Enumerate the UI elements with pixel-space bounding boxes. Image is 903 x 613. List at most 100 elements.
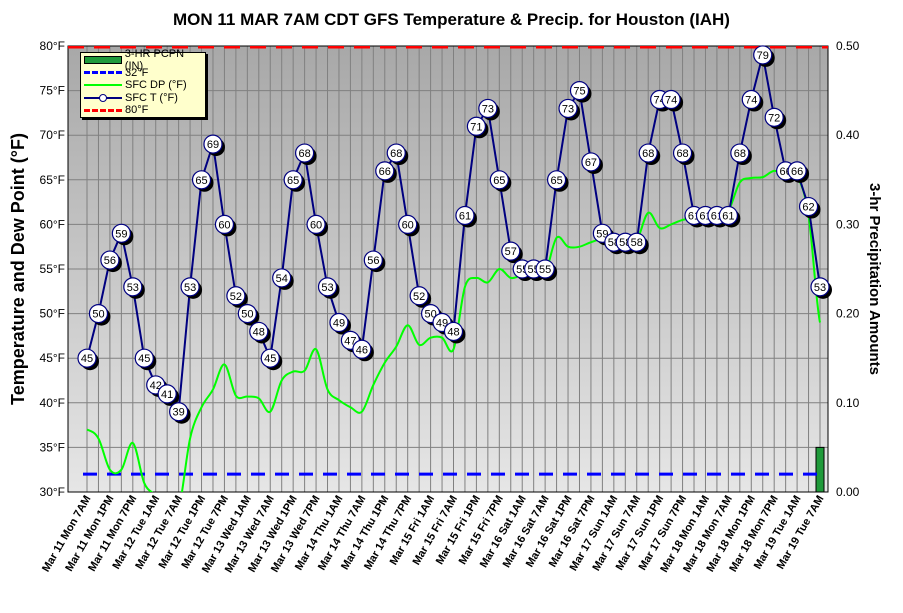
temperature-marker [627,232,647,252]
y-tick-label: 35°F [40,440,65,454]
temperature-marker [237,304,257,324]
temperature-label: 68 [642,148,654,160]
temperature-label: 74 [665,95,677,107]
temperature-label: 73 [562,103,574,115]
legend-item-dewpoint: SFC DP (°F) [81,79,205,92]
temperature-label: 67 [585,157,597,169]
temperature-label: 71 [470,121,482,133]
legend: 3-HR PCPN (IN) 32°F SFC DP (°F) SFC T (°… [80,48,206,118]
temperature-label: 45 [81,353,93,365]
temperature-label: 45 [264,353,276,365]
temperature-label: 59 [115,228,127,240]
temperature-marker [77,348,97,368]
temperature-label: 74 [745,95,757,107]
temperature-label: 57 [505,246,517,258]
temperature-label: 54 [276,273,288,285]
temperature-label: 75 [573,86,585,98]
temperature-marker [260,348,280,368]
temperature-marker [272,268,292,288]
temperature-marker [787,161,807,181]
temperature-marker [169,402,189,422]
temperature-marker [546,170,567,190]
temperature-label: 49 [436,318,448,330]
y-tick-label: 40°F [40,396,65,410]
y2-tick-label: 0.50 [836,39,860,53]
y-tick-label: 65°F [40,173,65,187]
y-tick-label: 55°F [40,262,65,276]
temperature-marker [672,143,693,163]
y-axis-label: Temperature and Dew Point (°F) [8,133,28,405]
temperature-marker [329,312,349,333]
temperature-label: 53 [184,282,196,294]
temperature-marker [741,89,761,110]
temperature-marker [409,286,429,306]
temperature-marker [798,196,819,217]
temperature-marker [535,259,555,279]
temperature-label: 50 [92,309,104,321]
temperature-label: 68 [298,148,310,160]
temperature-label: 69 [207,139,219,151]
temperature-marker [306,214,326,234]
temperature-label: 60 [402,219,414,231]
temperature-marker [489,170,509,190]
precip-bar [815,446,825,492]
temperature-marker [455,205,475,226]
temperature-marker [352,339,372,359]
temperature-label: 60 [218,219,230,231]
temperature-marker [730,143,750,163]
temperature-label: 55 [539,264,551,276]
temperature-label: 58 [631,237,643,249]
temperature-marker [226,286,246,306]
temperature-marker [581,152,601,172]
temperature-marker [478,98,498,119]
temperature-label: 65 [195,175,207,187]
temperature-label: 53 [127,282,139,294]
temperature-marker [569,80,590,101]
temperature-label: 45 [138,353,150,365]
temperature-label: 60 [310,219,322,231]
temperature-label: 65 [493,175,505,187]
temperature-marker [638,143,658,163]
temperature-label: 62 [802,202,814,214]
temperature-marker [443,321,464,342]
temperature-label: 79 [757,50,769,62]
legend-label: SFC T (°F) [125,91,178,104]
temperature-marker [363,250,383,270]
temperature-label: 50 [241,309,253,321]
temperature-marker [386,143,406,163]
temperature-marker [157,384,177,404]
temperature-marker [295,143,315,163]
temperature-label: 41 [161,389,173,401]
y2-tick-label: 0.30 [836,217,860,231]
legend-label: 32°F [125,66,149,79]
temperature-marker [100,250,120,270]
temperature-label: 48 [253,326,265,338]
temperature-label: 59 [596,228,608,240]
temperature-label: 50 [424,309,436,321]
temperature-marker [214,214,235,234]
y2-tick-label: 0.10 [836,396,860,410]
legend-item-precip: 3-HR PCPN (IN) [81,48,205,72]
temperature-label: 42 [150,380,162,392]
temperature-marker [753,45,773,65]
temperature-marker [203,134,223,154]
temperature-marker [123,277,143,297]
temperature-label: 72 [768,112,780,124]
legend-label: 3-HR PCPN (IN) [124,48,185,73]
y2-tick-label: 0.00 [836,485,860,499]
y-tick-label: 80°F [40,39,65,53]
temperature-label: 48 [447,326,459,338]
temperature-label: 68 [390,148,402,160]
temperature-label: 68 [676,148,688,160]
temperature-label: 39 [173,407,185,419]
legend-label: 80°F [125,104,149,117]
temperature-marker [375,161,395,181]
legend-item-temp: SFC T (°F) [81,92,205,105]
y2-tick-label: 0.20 [836,307,860,321]
y-tick-label: 30°F [40,485,65,499]
temperature-marker [466,116,487,136]
temperature-marker [249,321,269,342]
temperature-label: 56 [104,255,116,267]
